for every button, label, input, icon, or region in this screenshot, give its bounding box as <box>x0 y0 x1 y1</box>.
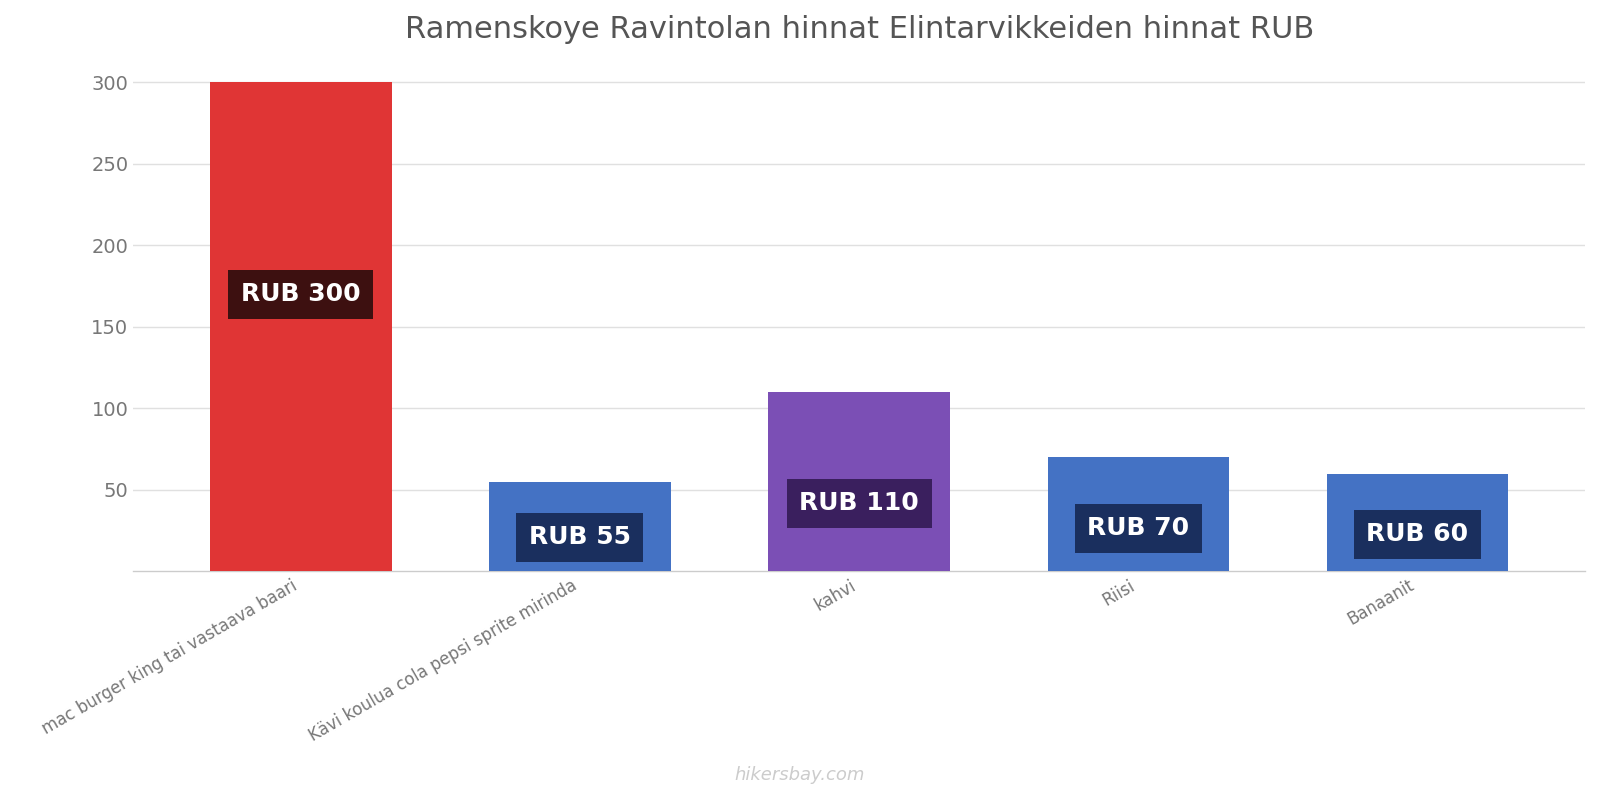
Bar <box>490 482 670 571</box>
Text: RUB 55: RUB 55 <box>530 526 630 550</box>
Bar <box>1326 474 1509 571</box>
Bar <box>768 392 950 571</box>
Text: hikersbay.com: hikersbay.com <box>734 766 866 784</box>
Text: RUB 60: RUB 60 <box>1366 522 1469 546</box>
Text: RUB 300: RUB 300 <box>242 282 360 306</box>
Bar <box>210 82 392 571</box>
Text: RUB 110: RUB 110 <box>800 491 918 515</box>
Text: RUB 70: RUB 70 <box>1088 516 1189 540</box>
Bar <box>1048 458 1229 571</box>
Title: Ramenskoye Ravintolan hinnat Elintarvikkeiden hinnat RUB: Ramenskoye Ravintolan hinnat Elintarvikk… <box>405 15 1314 44</box>
